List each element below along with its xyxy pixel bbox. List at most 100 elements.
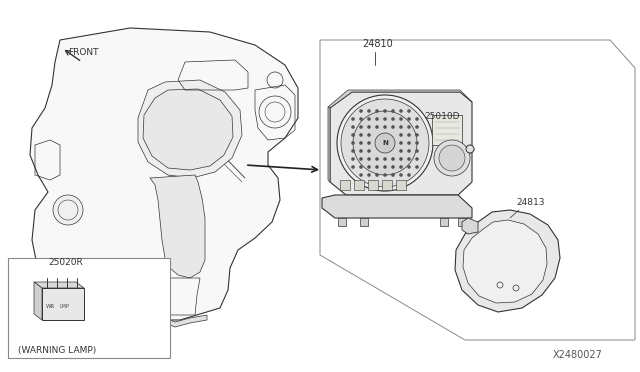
Text: 24810: 24810 (362, 39, 393, 49)
Circle shape (407, 117, 411, 121)
Circle shape (375, 157, 379, 161)
Circle shape (391, 117, 395, 121)
Circle shape (367, 117, 371, 121)
Circle shape (375, 125, 379, 129)
Polygon shape (30, 28, 298, 320)
Circle shape (359, 117, 363, 121)
Circle shape (434, 140, 470, 176)
Circle shape (415, 141, 419, 145)
Circle shape (367, 133, 371, 137)
Circle shape (399, 173, 403, 177)
Circle shape (375, 173, 379, 177)
Circle shape (353, 111, 417, 175)
Circle shape (391, 125, 395, 129)
Circle shape (407, 157, 411, 161)
Polygon shape (330, 92, 472, 195)
Circle shape (383, 157, 387, 161)
Polygon shape (322, 195, 472, 218)
Circle shape (351, 165, 355, 169)
Circle shape (407, 133, 411, 137)
Circle shape (415, 149, 419, 153)
Polygon shape (396, 180, 406, 190)
Text: 24813: 24813 (516, 198, 545, 207)
Polygon shape (143, 89, 233, 170)
Polygon shape (42, 288, 84, 320)
Circle shape (415, 133, 419, 137)
Circle shape (415, 117, 419, 121)
Circle shape (367, 141, 371, 145)
Polygon shape (138, 80, 242, 178)
Polygon shape (462, 218, 478, 234)
Circle shape (383, 165, 387, 169)
Circle shape (367, 109, 371, 113)
Circle shape (383, 109, 387, 113)
Text: (WARNING LAMP): (WARNING LAMP) (18, 346, 96, 355)
Polygon shape (34, 282, 84, 288)
FancyBboxPatch shape (8, 258, 170, 358)
Circle shape (399, 125, 403, 129)
Circle shape (383, 173, 387, 177)
Polygon shape (340, 180, 350, 190)
Text: 25010D: 25010D (424, 112, 460, 121)
Circle shape (399, 165, 403, 169)
Polygon shape (382, 180, 392, 190)
Polygon shape (455, 210, 560, 312)
Circle shape (375, 109, 379, 113)
Text: N: N (382, 140, 388, 146)
Circle shape (351, 125, 355, 129)
Polygon shape (463, 220, 547, 303)
Text: 25020R: 25020R (48, 258, 83, 267)
Circle shape (439, 145, 465, 171)
Polygon shape (458, 218, 466, 226)
Polygon shape (320, 40, 635, 340)
Circle shape (391, 165, 395, 169)
Text: FRONT: FRONT (68, 48, 99, 57)
Circle shape (407, 149, 411, 153)
Circle shape (351, 141, 355, 145)
Circle shape (399, 157, 403, 161)
Circle shape (375, 133, 395, 153)
Polygon shape (328, 90, 472, 108)
Circle shape (359, 141, 363, 145)
Polygon shape (328, 107, 330, 182)
Circle shape (415, 157, 419, 161)
Polygon shape (440, 218, 448, 226)
Circle shape (407, 125, 411, 129)
Circle shape (466, 145, 474, 153)
Circle shape (391, 109, 395, 113)
Text: X2480027: X2480027 (553, 350, 603, 360)
Circle shape (359, 157, 363, 161)
Circle shape (399, 149, 403, 153)
Circle shape (359, 149, 363, 153)
Text: WR: WR (45, 304, 54, 308)
Circle shape (399, 133, 403, 137)
Circle shape (367, 125, 371, 129)
Circle shape (351, 133, 355, 137)
Circle shape (367, 149, 371, 153)
Circle shape (399, 117, 403, 121)
Circle shape (407, 165, 411, 169)
Polygon shape (368, 180, 378, 190)
Circle shape (359, 109, 363, 113)
Circle shape (359, 125, 363, 129)
Polygon shape (338, 218, 346, 226)
Circle shape (359, 133, 363, 137)
Circle shape (407, 173, 411, 177)
Polygon shape (354, 180, 364, 190)
Circle shape (367, 173, 371, 177)
Circle shape (359, 173, 363, 177)
Circle shape (415, 125, 419, 129)
Circle shape (391, 157, 395, 161)
Circle shape (367, 157, 371, 161)
Circle shape (407, 141, 411, 145)
Polygon shape (34, 282, 42, 320)
Text: LMP: LMP (59, 304, 69, 308)
Circle shape (359, 165, 363, 169)
Circle shape (407, 109, 411, 113)
Polygon shape (150, 175, 205, 278)
Circle shape (351, 157, 355, 161)
Circle shape (337, 95, 433, 191)
Polygon shape (360, 218, 368, 226)
Circle shape (53, 195, 83, 225)
Circle shape (399, 141, 403, 145)
